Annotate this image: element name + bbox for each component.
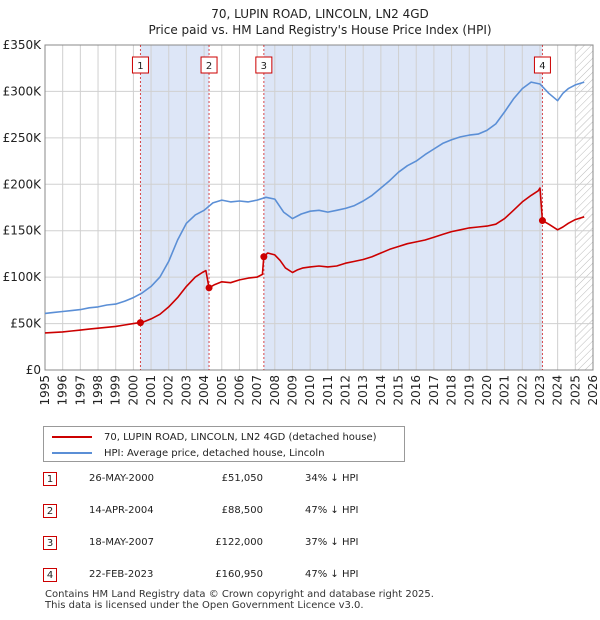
legend-label-property: 70, LUPIN ROAD, LINCOLN, LN2 4GD (detach…	[104, 431, 377, 443]
x-tick-label: 1997	[73, 375, 87, 406]
sale-point	[136, 319, 144, 327]
x-tick-label: 2004	[197, 375, 211, 406]
x-tick-label: 2026	[586, 375, 600, 406]
x-tick-label: 2007	[250, 375, 264, 406]
sale-marker-box	[255, 56, 273, 74]
sale-date: 14-APR-2004	[89, 505, 154, 516]
sale-point	[205, 284, 213, 292]
sale-price: £88,500	[221, 505, 263, 516]
x-tick-label: 2021	[498, 375, 512, 406]
x-tick-label: 1996	[56, 375, 70, 406]
hatched-region	[575, 45, 593, 370]
sale-marker-box	[200, 56, 218, 74]
footer-licence: This data is licensed under the Open Gov…	[45, 600, 364, 611]
sale-row: 4 22-FEB-2023 £160,950 47% ↓ HPI	[43, 568, 403, 584]
x-tick-label: 1999	[109, 375, 123, 406]
x-tick-label: 1998	[91, 375, 105, 406]
x-tick-label: 2025	[568, 375, 582, 406]
x-tick-label: 2016	[409, 375, 423, 406]
x-tick-label: 2000	[126, 375, 140, 406]
sale-price: £122,000	[215, 537, 263, 548]
sale-marker-box: 2	[43, 504, 57, 518]
sale-marker-box: 3	[43, 536, 57, 550]
sale-hpi-diff: 34% ↓ HPI	[305, 473, 359, 484]
y-tick-label: £100K	[3, 270, 43, 284]
sale-row: 2 14-APR-2004 £88,500 47% ↓ HPI	[43, 504, 403, 520]
y-tick-label: £350K	[3, 38, 43, 52]
x-tick-label: 1995	[38, 375, 52, 406]
sale-date: 18-MAY-2007	[89, 537, 155, 548]
sale-marker-number: 2	[206, 61, 212, 72]
plot-border	[44, 44, 594, 371]
x-tick-label: 2006	[232, 375, 246, 406]
sale-hpi-diff: 37% ↓ HPI	[305, 537, 359, 548]
sale-point	[538, 217, 546, 225]
x-tick-label: 2011	[321, 375, 335, 406]
chart-subtitle: Price paid vs. HM Land Registry's House …	[148, 23, 491, 37]
x-tick-label: 2017	[427, 375, 441, 406]
hpi-line	[44, 81, 585, 315]
y-tick-label: £50K	[10, 317, 42, 331]
sale-point	[260, 253, 268, 261]
x-tick-label: 2024	[551, 375, 565, 406]
sale-marker-number: 3	[261, 61, 267, 72]
x-tick-label: 2023	[533, 375, 547, 406]
sale-marker-number: 4	[539, 61, 545, 72]
ownership-shade	[140, 45, 210, 370]
legend-swatch-hpi	[52, 452, 92, 454]
x-tick-label: 2022	[515, 375, 529, 406]
y-tick-label: £0	[26, 363, 41, 377]
x-tick-label: 2012	[339, 375, 353, 406]
x-tick-label: 2009	[285, 375, 299, 406]
sale-marker-box: 1	[43, 472, 57, 486]
sale-hpi-diff: 47% ↓ HPI	[305, 569, 359, 580]
sale-marker-box	[533, 56, 551, 74]
y-tick-label: £150K	[3, 224, 43, 238]
sale-hpi-diff: 47% ↓ HPI	[305, 505, 359, 516]
plot-area: £0 £50K £100K £150K £200K £250K £300K £350K 1995…	[3, 38, 600, 406]
y-tick-label: £200K	[3, 177, 43, 191]
sale-marker-box: 4	[43, 568, 57, 582]
x-tick-label: 2014	[374, 375, 388, 406]
x-tick-label: 2008	[268, 375, 282, 406]
footer-copyright: Contains HM Land Registry data © Crown c…	[45, 589, 434, 600]
x-tick-label: 2013	[356, 375, 370, 406]
sale-marker-box	[131, 56, 149, 74]
legend-item-hpi: HPI: Average price, detached house, Linc…	[52, 445, 325, 461]
y-tick-label: £300K	[3, 84, 43, 98]
footer-attribution: Contains HM Land Registry data © Crown c…	[45, 589, 434, 611]
x-tick-label: 2001	[144, 375, 158, 406]
sale-price: £51,050	[221, 473, 263, 484]
x-tick-label: 2003	[179, 375, 193, 406]
x-tick-label: 2018	[445, 375, 459, 406]
price-chart: 70, LUPIN ROAD, LINCOLN, LN2 4GD Price p…	[3, 7, 600, 406]
legend: 70, LUPIN ROAD, LINCOLN, LN2 4GD (detach…	[43, 426, 405, 462]
x-tick-label: 2015	[392, 375, 406, 406]
sale-date: 22-FEB-2023	[89, 569, 154, 580]
legend-swatch-property	[52, 436, 92, 438]
sale-marker-number: 1	[137, 61, 143, 72]
y-tick-label: £250K	[3, 131, 43, 145]
x-tick-label: 2010	[303, 375, 317, 406]
legend-label-hpi: HPI: Average price, detached house, Linc…	[104, 447, 325, 459]
sale-row: 1 26-MAY-2000 £51,050 34% ↓ HPI	[43, 472, 403, 488]
x-tick-label: 2019	[462, 375, 476, 406]
sale-date: 26-MAY-2000	[89, 473, 155, 484]
ownership-shade	[263, 45, 543, 370]
x-tick-label: 2020	[480, 375, 494, 406]
x-tick-label: 2005	[215, 375, 229, 406]
sale-row: 3 18-MAY-2007 £122,000 37% ↓ HPI	[43, 536, 403, 552]
x-tick-label: 2002	[162, 375, 176, 406]
chart-title: 70, LUPIN ROAD, LINCOLN, LN2 4GD	[211, 7, 429, 21]
sale-price: £160,950	[215, 569, 263, 580]
legend-item-property: 70, LUPIN ROAD, LINCOLN, LN2 4GD (detach…	[52, 429, 377, 445]
